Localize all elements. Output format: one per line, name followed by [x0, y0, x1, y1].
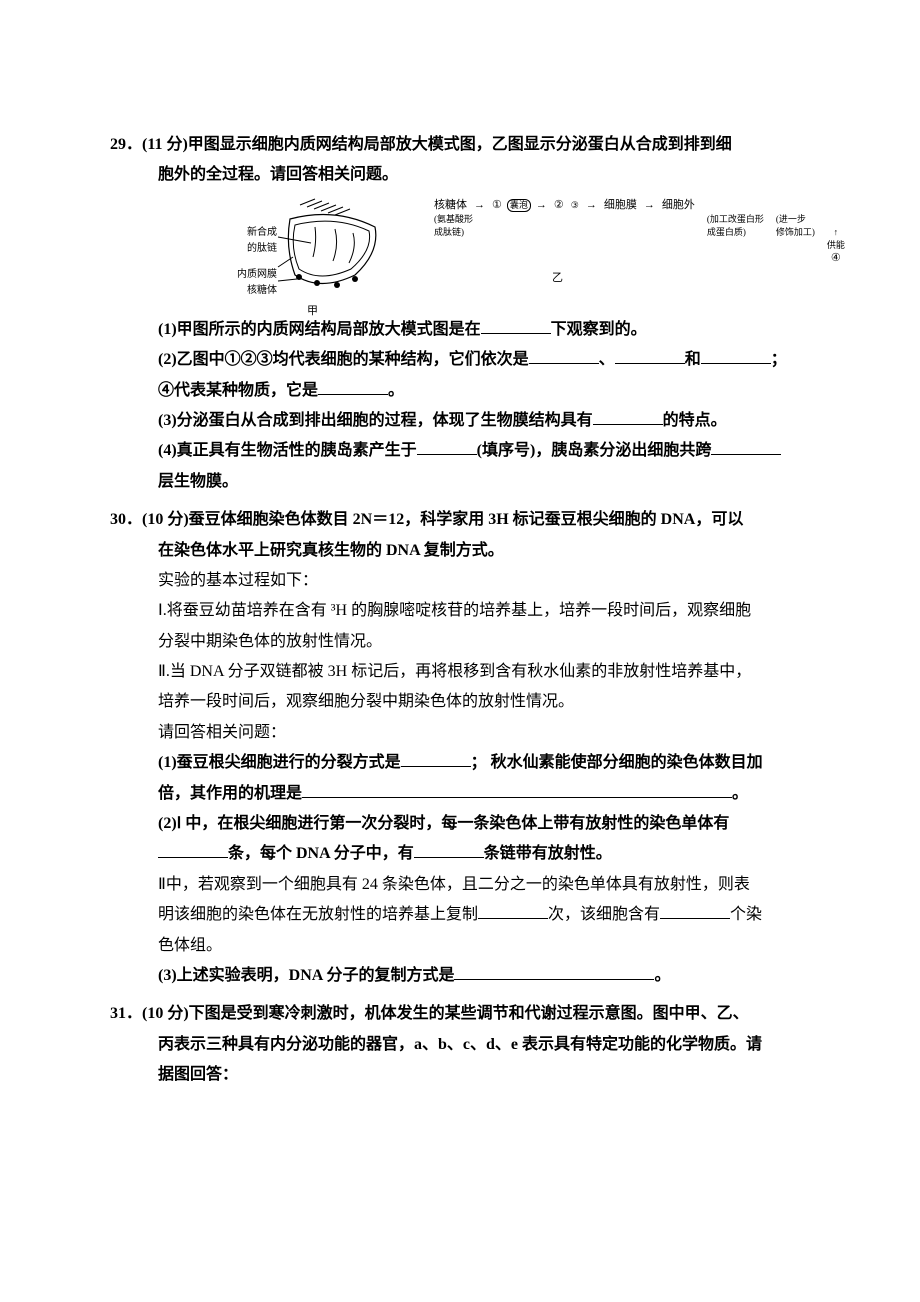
q29-stem-b: 胞外的全过程。请回答相关问题。: [110, 160, 810, 190]
blank[interactable]: [414, 841, 484, 858]
q30-p3: (3)上述实验表明，DNA 分子的复制方式是 。: [110, 961, 810, 991]
q29-figure-right: 核糖体 → ① 囊泡 → ② ③ → 细胞膜 → 细胞外 (氨基酸形: [430, 197, 685, 307]
q31-stem-b: 丙表示三种具有内分泌功能的器官，a、b、c、d、e 表示具有特定功能的化学物质。…: [110, 1030, 810, 1060]
q29-p2a: (2)乙图中①②③均代表细胞的某种结构，它们依次是: [158, 351, 529, 368]
q30-p2c: 条链带有放射性。: [484, 845, 612, 862]
q30-ask: 请回答相关问题：: [110, 718, 810, 748]
q29-p2-line2: ④代表某种物质，它是 。: [110, 376, 810, 406]
blank[interactable]: [701, 347, 771, 364]
q30-p2-line4: 明该细胞的染色体在无放射性的培养基上复制 次，该细胞含有 个染: [110, 900, 810, 930]
q29-number: 29．: [110, 130, 142, 160]
q30-intro: 实验的基本过程如下：: [110, 566, 810, 596]
q29-p4-line2: 层生物膜。: [110, 467, 810, 497]
q30-ii-a: Ⅱ.当 DNA 分子双链都被 3H 标记后，再将根移到含有秋水仙素的非放射性培养…: [110, 657, 810, 687]
question-31: 31． (10 分)下图是受到寒冷刺激时，机体发生的某些调节和代谢过程示意图。图…: [110, 999, 810, 1090]
q30-p3b: 。: [654, 967, 670, 984]
q29-p2: (2)乙图中①②③均代表细胞的某种结构，它们依次是 、 和 ；: [110, 345, 810, 375]
blank[interactable]: [660, 902, 730, 919]
q29-figures: 新合成 的肽链 内质网膜 核糖体: [110, 197, 810, 307]
q30-stem-b: 在染色体水平上研究真核生物的 DNA 复制方式。: [110, 536, 810, 566]
fig-left-label-1: 新合成: [235, 225, 277, 241]
fr-top-2: ②: [552, 199, 566, 212]
fr-top-1: ①: [490, 199, 504, 212]
q30-p2h: 色体组。: [110, 931, 810, 961]
blank[interactable]: [417, 438, 477, 455]
fr-top-4: 细胞外: [660, 199, 697, 212]
blank[interactable]: [529, 347, 599, 364]
q31-stem-c: 据图回答：: [110, 1060, 810, 1090]
q31-number: 31．: [110, 999, 142, 1029]
q30-number: 30．: [110, 505, 142, 535]
fr-bubble: 囊泡: [507, 199, 531, 212]
blank[interactable]: [481, 317, 551, 334]
fr-bottom-num: ④: [825, 252, 847, 265]
fr-sub1-1: (加工改蛋白形: [705, 214, 766, 225]
blank[interactable]: [158, 841, 228, 858]
question-30: 30． (10 分)蚕豆体细胞染色体数目 2N＝12，科学家用 3H 标记蚕豆根…: [110, 505, 810, 991]
blank[interactable]: [615, 347, 685, 364]
q29-stem-a: (11 分)甲图显示细胞内质网结构局部放大模式图，乙图显示分泌蛋白从合成到排到细: [142, 130, 732, 160]
fig-left-caption: 甲: [235, 305, 390, 318]
q29-p3b: 的特点。: [663, 412, 727, 429]
q30-i-a: Ⅰ.将蚕豆幼苗培养在含有 ³H 的胸腺嘧啶核苷的培养基上，培养一段时间后，观察细…: [110, 596, 810, 626]
fig-left-label-3: 内质网膜: [235, 267, 277, 283]
blank[interactable]: [318, 378, 388, 395]
fig-left-label-4: 核糖体: [235, 283, 277, 299]
blank[interactable]: [401, 750, 471, 767]
q29-p3a: (3)分泌蛋白从合成到排出细胞的过程，体现了生物膜结构具有: [158, 412, 593, 429]
blank[interactable]: [478, 902, 548, 919]
q31-head: 31． (10 分)下图是受到寒冷刺激时，机体发生的某些调节和代谢过程示意图。图…: [110, 999, 810, 1029]
fr-sub2-0: 成肽链): [432, 227, 697, 238]
q29-figure-left: 新合成 的肽链 内质网膜 核糖体: [235, 197, 390, 307]
q29-p2e: ④代表某种物质，它是: [158, 382, 318, 399]
blank[interactable]: [711, 438, 781, 455]
fr-sub2-1: 成蛋白质): [705, 227, 766, 238]
q30-p2f: 次，该细胞含有: [548, 906, 660, 923]
q30-head: 30． (10 分)蚕豆体细胞染色体数目 2N＝12，科学家用 3H 标记蚕豆根…: [110, 505, 810, 535]
q30-p1-line1: (1)蚕豆根尖细胞进行的分裂方式是 ； 秋水仙素能使部分细胞的染色体数目加: [110, 748, 810, 778]
q30-p2b: 条，每个 DNA 分子中，有: [228, 845, 414, 862]
q30-p1d: 。: [732, 785, 748, 802]
q30-p1a: (1)蚕豆根尖细胞进行的分裂方式是: [158, 754, 401, 771]
question-29: 29． (11 分)甲图显示细胞内质网结构局部放大模式图，乙图显示分泌蛋白从合成…: [110, 130, 810, 497]
q30-p3a: (3)上述实验表明，DNA 分子的复制方式是: [158, 967, 454, 984]
q29-p1b: 下观察到的。: [551, 321, 647, 338]
q29-p1a: (1)甲图所示的内质网结构局部放大模式图是在: [158, 321, 481, 338]
fr-top-3: 细胞膜: [602, 199, 639, 212]
q29-p2c: 和: [685, 351, 701, 368]
q30-p1b: ； 秋水仙素能使部分细胞的染色体数目加: [471, 754, 763, 771]
fr-bottom-label: 供能: [825, 240, 847, 251]
fig-right-caption: 乙: [430, 272, 685, 285]
q29-p4: (4)真正具有生物活性的胰岛素产生于 (填序号)，胰岛素分泌出细胞共跨: [110, 436, 810, 466]
q30-p2-line2: 条，每个 DNA 分子中，有 条链带有放射性。: [110, 839, 810, 869]
fr-sub2-2: 修饰加工): [774, 227, 817, 238]
blank[interactable]: [593, 408, 663, 425]
fr-circ3: ③: [569, 200, 581, 211]
q29-p3: (3)分泌蛋白从合成到排出细胞的过程，体现了生物膜结构具有 的特点。: [110, 406, 810, 436]
fig-left-label-2: 的肽链: [235, 241, 277, 257]
q29-p2f: 。: [388, 382, 404, 399]
q30-p1c: 倍，其作用的机理是: [158, 785, 302, 802]
q29-p4a: (4)真正具有生物活性的胰岛素产生于: [158, 442, 417, 459]
q29-p4b: (填序号)，胰岛素分泌出细胞共跨: [477, 442, 712, 459]
q30-stem-a: (10 分)蚕豆体细胞染色体数目 2N＝12，科学家用 3H 标记蚕豆根尖细胞的…: [142, 505, 743, 535]
q29-p2b: 、: [599, 351, 615, 368]
q30-p2-line1: (2)Ⅰ 中，在根尖细胞进行第一次分裂时，每一条染色体上带有放射性的染色单体有: [110, 809, 810, 839]
q29-p2d: ；: [771, 351, 787, 368]
q30-p2g: 个染: [730, 906, 762, 923]
q30-ii-b: 培养一段时间后，观察细胞分裂中期染色体的放射性情况。: [110, 687, 810, 717]
q31-stem-a: (10 分)下图是受到寒冷刺激时，机体发生的某些调节和代谢过程示意图。图中甲、乙…: [142, 999, 749, 1029]
fr-sub1-2: (进一步: [774, 214, 817, 225]
q30-p2e: 明该细胞的染色体在无放射性的培养基上复制: [158, 906, 478, 923]
q30-p2d: Ⅱ中，若观察到一个细胞具有 24 条染色体，且二分之一的染色单体具有放射性，则表: [110, 870, 810, 900]
q30-i-b: 分裂中期染色体的放射性情况。: [110, 627, 810, 657]
blank[interactable]: [454, 963, 654, 980]
q29-p1: (1)甲图所示的内质网结构局部放大模式图是在 下观察到的。: [110, 315, 810, 345]
fr-sub1-0: (氨基酸形: [432, 214, 697, 225]
q30-p1-line2: 倍，其作用的机理是 。: [110, 779, 810, 809]
fr-top-0: 核糖体: [432, 199, 469, 212]
q29-head: 29． (11 分)甲图显示细胞内质网结构局部放大模式图，乙图显示分泌蛋白从合成…: [110, 130, 810, 160]
blank[interactable]: [302, 781, 732, 798]
